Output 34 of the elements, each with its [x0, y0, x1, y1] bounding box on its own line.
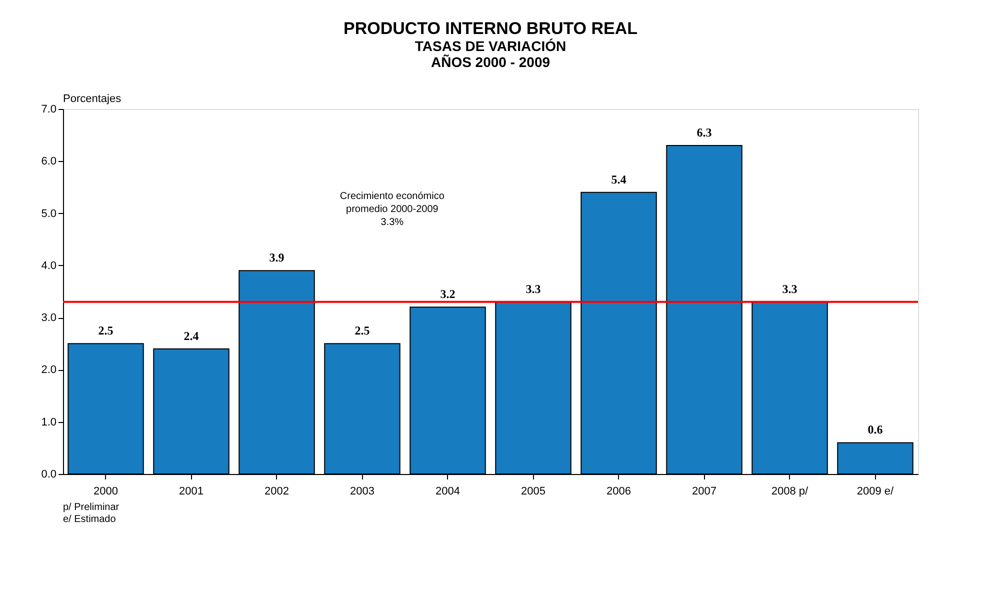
data-label: 6.3	[696, 126, 712, 140]
x-tick-label: 2004	[436, 486, 460, 498]
x-tick-label: 2005	[521, 486, 546, 498]
x-tick-label: 2007	[692, 486, 716, 498]
data-label: 2.5	[98, 324, 114, 338]
y-tick-label: 0.0	[41, 468, 56, 480]
data-label: 3.3	[526, 282, 541, 296]
y-tick-label: 4.0	[41, 260, 56, 272]
y-axis-title: Porcentajes	[63, 93, 122, 105]
y-tick-label: 3.0	[41, 312, 56, 324]
data-label: 0.6	[868, 422, 883, 437]
data-label: 2.4	[184, 328, 199, 343]
x-tick-label: 2009 e/	[856, 486, 895, 498]
x-tick-label: 2006	[606, 486, 631, 498]
x-tick-label: 2000	[94, 486, 118, 498]
data-label: 5.4	[611, 172, 626, 186]
annotation: Crecimiento económico promedio 2000-2009 3.3%	[340, 191, 445, 228]
x-tick-label: 2001	[179, 486, 204, 498]
data-label: 3.9	[269, 250, 284, 265]
chart-subtitle: TASAS DE VARIACIÓN AÑOS 2000 - 2009	[414, 38, 566, 70]
x-tick-label: 2002	[264, 486, 289, 498]
data-label: 3.3	[782, 282, 798, 296]
x-tick-label: 2003	[350, 486, 374, 498]
data-label: 3.2	[440, 287, 456, 302]
data-label: 2.5	[354, 324, 370, 338]
y-tick-label: 7.0	[41, 104, 56, 116]
y-tick-label: 1.0	[41, 416, 56, 428]
text: p/ Preliminar	[63, 502, 120, 513]
text: e/ Estimado	[63, 514, 116, 525]
y-tick-label: 5.0	[41, 208, 56, 220]
x-tick-label: 2008 p/	[771, 486, 810, 498]
y-tick-label: 2.0	[41, 364, 56, 376]
y-tick-label: 6.0	[41, 156, 56, 168]
chart-title: PRODUCTO INTERNO BRUTO REAL	[343, 19, 638, 38]
